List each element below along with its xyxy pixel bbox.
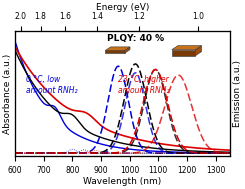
Polygon shape xyxy=(172,46,201,50)
Polygon shape xyxy=(105,50,125,53)
Text: PLQY: 40 %: PLQY: 40 % xyxy=(107,34,164,43)
X-axis label: Wavelength (nm): Wavelength (nm) xyxy=(83,177,162,186)
Text: 0 °C, low
amount RNH₂: 0 °C, low amount RNH₂ xyxy=(26,75,77,95)
X-axis label: Energy (eV): Energy (eV) xyxy=(96,3,149,12)
Text: 23 °C, higher
amount RNH₂: 23 °C, higher amount RNH₂ xyxy=(118,75,170,95)
Polygon shape xyxy=(196,46,201,56)
Y-axis label: Emission (a.u.): Emission (a.u.) xyxy=(233,60,242,127)
Y-axis label: Absorbance (a.u.): Absorbance (a.u.) xyxy=(3,53,12,134)
Polygon shape xyxy=(172,50,196,56)
Polygon shape xyxy=(125,47,130,53)
Polygon shape xyxy=(105,47,130,50)
